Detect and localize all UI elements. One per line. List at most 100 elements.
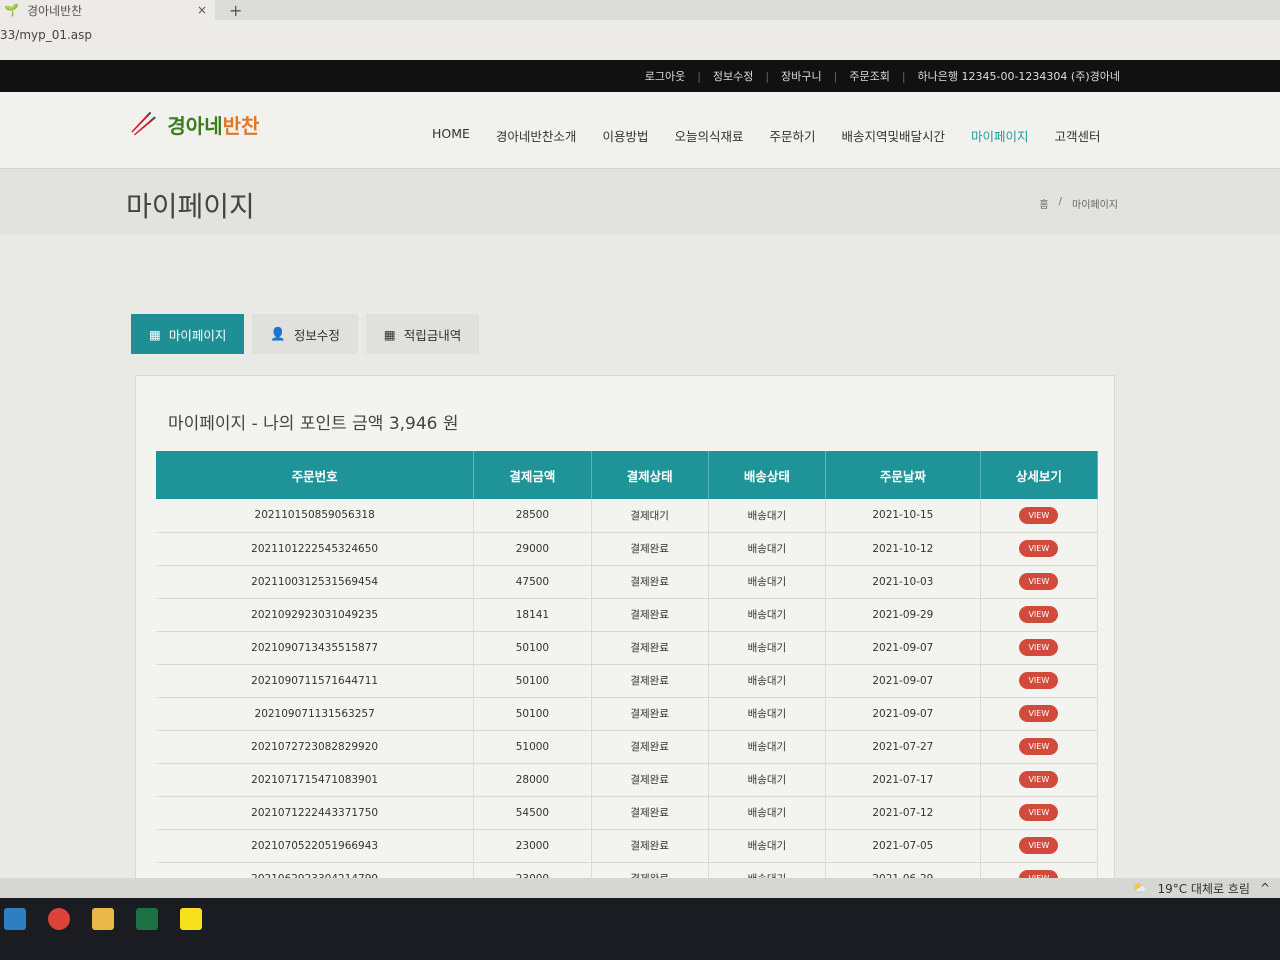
order-number: 20211015085905631​8 <box>156 499 475 533</box>
close-tab-icon[interactable]: × <box>196 3 207 17</box>
table-row: 20211003125315694​54 47500 결제완료 배송대기 2021-10… <box>156 565 1099 599</box>
column-header: 주문날짜 <box>825 451 981 499</box>
nav-order[interactable]: 주문하기 <box>769 129 816 144</box>
detail-cell: VIEW <box>980 796 1099 830</box>
delivery-status: 배송대기 <box>708 829 827 863</box>
view-button[interactable]: VIEW <box>1019 639 1059 656</box>
cart-link[interactable]: 장바구니 <box>781 70 822 83</box>
delivery-status: 배송대기 <box>708 598 827 632</box>
kakaotalk-icon[interactable] <box>180 908 202 930</box>
delivery-status: 배송대기 <box>708 631 827 665</box>
payment-amount: 50100 <box>473 697 592 731</box>
order-number: 20210907115716447​11 <box>156 664 475 698</box>
mail-icon[interactable] <box>4 908 26 930</box>
delivery-status: 배송대기 <box>708 532 827 566</box>
payment-status: 결제대기 <box>591 499 709 533</box>
address-bar[interactable]: 33/myp_01.asp <box>0 20 1280 58</box>
browser-tabbar: 🌱 경아네반찬 × + <box>0 0 1280 20</box>
orders-panel: 마이페이지 - 나의 포인트 금액 3,946 원 주문번호 결제금액 결제상태 배송… <box>135 375 1115 915</box>
view-button[interactable]: VIEW <box>1019 738 1059 755</box>
view-button[interactable]: VIEW <box>1019 705 1059 722</box>
orders-table: 주문번호 결제금액 결제상태 배송상태 주문날짜 상세보기 202110150859056… <box>156 451 1099 896</box>
taskbar-icons <box>0 908 202 930</box>
payment-amount: 23000 <box>473 829 592 863</box>
nav-today[interactable]: 오늘의식재료 <box>674 129 744 144</box>
payment-status: 결제완료 <box>591 763 709 797</box>
user-icon: 👤 <box>270 326 286 341</box>
view-button[interactable]: VIEW <box>1019 573 1059 590</box>
payment-amount: 51000 <box>473 730 592 764</box>
view-button[interactable]: VIEW <box>1019 837 1059 854</box>
view-button[interactable]: VIEW <box>1019 804 1059 821</box>
tab-edit-info[interactable]: 👤 정보수정 <box>252 314 358 354</box>
order-number: 20210717154710839​01 <box>156 763 475 797</box>
order-date: 2021-09-07 <box>825 664 981 698</box>
payment-status: 결제완료 <box>591 829 709 863</box>
tab-mypage[interactable]: ▦ 마이페이지 <box>131 314 245 354</box>
detail-cell: VIEW <box>980 631 1099 665</box>
favicon-icon: 🌱 <box>4 3 19 17</box>
order-date: 2021-07-27 <box>825 730 981 764</box>
table-row: 20210929230310492​35 18141 결제완료 배송대기 2021-09… <box>156 598 1099 632</box>
nav-home[interactable]: HOME <box>432 126 470 141</box>
order-date: 2021-09-07 <box>825 697 981 731</box>
delivery-status: 배송대기 <box>708 499 827 533</box>
column-header: 상세보기 <box>980 451 1099 499</box>
detail-cell: VIEW <box>980 598 1099 632</box>
detail-cell: VIEW <box>980 664 1099 698</box>
table-row: 20211012225453246​50 29000 결제완료 배송대기 2021-10… <box>156 532 1099 566</box>
grid-icon: ▦ <box>383 326 396 342</box>
payment-status: 결제완료 <box>591 565 709 599</box>
page-title: 마이페이지 <box>126 190 255 223</box>
order-date: 2021-09-29 <box>825 598 981 632</box>
nav-howto[interactable]: 이용방법 <box>602 129 649 144</box>
view-button[interactable]: VIEW <box>1019 606 1059 623</box>
table-row: 20210907115716447​11 50100 결제완료 배송대기 2021-09… <box>156 664 1099 698</box>
column-header: 결제금액 <box>473 451 592 499</box>
order-date: 2021-07-12 <box>825 796 981 830</box>
order-date: 2021-10-03 <box>825 565 981 599</box>
nav-support[interactable]: 고객센터 <box>1054 129 1101 144</box>
order-number: 20210907113156325​7 <box>156 697 475 731</box>
order-lookup-link[interactable]: 주문조회 <box>849 70 890 83</box>
view-button[interactable]: VIEW <box>1019 540 1059 557</box>
nav-about[interactable]: 경아네반찬소개 <box>495 129 577 144</box>
nav-delivery[interactable]: 배송지역및배달시간 <box>841 129 945 144</box>
table-row: 20210712224433717​50 54500 결제완료 배송대기 2021-07… <box>156 796 1099 830</box>
detail-cell: VIEW <box>980 730 1099 764</box>
view-button[interactable]: VIEW <box>1019 672 1059 689</box>
payment-amount: 50100 <box>473 631 592 665</box>
nav-mypage[interactable]: 마이페이지 <box>971 129 1029 144</box>
delivery-status: 배송대기 <box>708 763 827 797</box>
chrome-icon[interactable] <box>48 908 70 930</box>
tab-points[interactable]: ▦ 적립금내역 <box>365 314 480 354</box>
order-number: 20211003125315694​54 <box>156 565 475 599</box>
chevron-up-icon[interactable]: ^ <box>1259 881 1270 895</box>
delivery-status: 배송대기 <box>708 565 827 599</box>
payment-amount: 54500 <box>473 796 592 830</box>
breadcrumb-current: 마이페이지 <box>1072 200 1118 211</box>
page-title-band: 마이페이지 홈 / 마이페이지 <box>0 168 1280 234</box>
view-button[interactable]: VIEW <box>1019 506 1059 524</box>
payment-status: 결제완료 <box>591 796 709 830</box>
folder-icon[interactable] <box>92 908 114 930</box>
excel-icon[interactable] <box>136 908 158 930</box>
taskbar <box>0 898 1280 960</box>
logout-link[interactable]: 로그아웃 <box>644 70 686 83</box>
new-tab-button[interactable]: + <box>229 0 243 20</box>
breadcrumb-home[interactable]: 홈 <box>1039 200 1049 211</box>
logo[interactable]: 🥢 경아네반찬 <box>130 112 260 138</box>
delivery-status: 배송대기 <box>708 796 827 830</box>
table-row: 20210727230828299​20 51000 결제완료 배송대기 2021-07… <box>156 730 1099 764</box>
payment-amount: 28000 <box>473 763 592 797</box>
order-number: 20211012225453246​50 <box>156 532 475 566</box>
view-button[interactable]: VIEW <box>1019 771 1059 788</box>
bank-account-info: 하나은행 12345-00-1234304 (주)경아네 <box>917 70 1120 83</box>
edit-info-link[interactable]: 정보수정 <box>712 70 754 83</box>
browser-tab[interactable]: 🌱 경아네반찬 × <box>0 0 215 20</box>
payment-amount: 29000 <box>473 532 592 566</box>
table-row: 20210717154710839​01 28000 결제완료 배송대기 2021-07… <box>156 763 1099 797</box>
weather-text[interactable]: 19°C 대체로 흐림 <box>1157 881 1250 896</box>
chef-mascot-icon: 🥢 <box>130 112 158 137</box>
order-number: 20210712224433717​50 <box>156 796 475 830</box>
